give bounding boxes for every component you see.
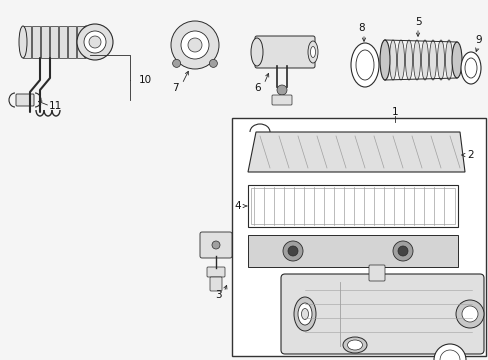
- Circle shape: [397, 246, 407, 256]
- Ellipse shape: [19, 26, 27, 58]
- Ellipse shape: [428, 40, 436, 80]
- Circle shape: [84, 31, 106, 53]
- Circle shape: [77, 24, 113, 60]
- Bar: [59, 26, 67, 58]
- Ellipse shape: [413, 40, 420, 80]
- Ellipse shape: [405, 40, 412, 80]
- Circle shape: [172, 59, 180, 67]
- Circle shape: [392, 241, 412, 261]
- Ellipse shape: [301, 309, 308, 320]
- Ellipse shape: [421, 40, 427, 80]
- Ellipse shape: [464, 58, 476, 78]
- FancyBboxPatch shape: [254, 36, 314, 68]
- Bar: [23, 26, 31, 58]
- Ellipse shape: [350, 43, 378, 87]
- Ellipse shape: [293, 297, 315, 331]
- FancyBboxPatch shape: [271, 95, 291, 105]
- Circle shape: [433, 344, 465, 360]
- FancyBboxPatch shape: [200, 232, 231, 258]
- Ellipse shape: [445, 40, 451, 80]
- Bar: [32, 26, 40, 58]
- Text: 4: 4: [234, 201, 241, 211]
- Circle shape: [439, 350, 459, 360]
- Ellipse shape: [460, 52, 480, 84]
- FancyBboxPatch shape: [16, 94, 34, 106]
- Ellipse shape: [342, 337, 366, 353]
- Circle shape: [461, 306, 477, 322]
- Ellipse shape: [397, 40, 404, 80]
- Text: 3: 3: [214, 290, 221, 300]
- Circle shape: [212, 241, 220, 249]
- Ellipse shape: [451, 42, 461, 78]
- Circle shape: [171, 21, 219, 69]
- Circle shape: [187, 38, 202, 52]
- Bar: [77, 26, 85, 58]
- Text: 5: 5: [414, 17, 421, 27]
- Ellipse shape: [437, 40, 444, 80]
- Polygon shape: [247, 132, 464, 172]
- Bar: [41, 26, 49, 58]
- Bar: [250, 188, 454, 224]
- Ellipse shape: [347, 340, 362, 350]
- FancyBboxPatch shape: [281, 274, 483, 354]
- Circle shape: [283, 241, 303, 261]
- Text: 8: 8: [358, 23, 365, 33]
- Ellipse shape: [389, 40, 396, 80]
- Ellipse shape: [381, 40, 387, 80]
- Bar: [247, 185, 457, 227]
- Circle shape: [455, 300, 483, 328]
- Circle shape: [89, 36, 101, 48]
- Ellipse shape: [307, 41, 317, 63]
- FancyBboxPatch shape: [206, 267, 224, 277]
- Text: 9: 9: [475, 35, 481, 45]
- Text: 6: 6: [254, 83, 261, 93]
- Text: 7: 7: [171, 83, 178, 93]
- Circle shape: [287, 246, 297, 256]
- FancyBboxPatch shape: [368, 265, 384, 281]
- Ellipse shape: [355, 50, 373, 80]
- Bar: [231, 118, 485, 356]
- Circle shape: [209, 59, 217, 67]
- Ellipse shape: [82, 26, 90, 58]
- Text: 11: 11: [48, 101, 61, 111]
- Circle shape: [181, 31, 208, 59]
- Bar: [50, 26, 58, 58]
- Bar: [68, 26, 76, 58]
- Ellipse shape: [310, 46, 315, 58]
- Circle shape: [276, 85, 286, 95]
- Text: 10: 10: [138, 75, 151, 85]
- FancyBboxPatch shape: [209, 277, 222, 291]
- Text: 1: 1: [391, 107, 398, 117]
- Ellipse shape: [379, 40, 389, 80]
- Bar: [247, 235, 457, 267]
- Ellipse shape: [250, 38, 263, 66]
- Ellipse shape: [297, 303, 311, 325]
- Text: 2: 2: [467, 150, 473, 160]
